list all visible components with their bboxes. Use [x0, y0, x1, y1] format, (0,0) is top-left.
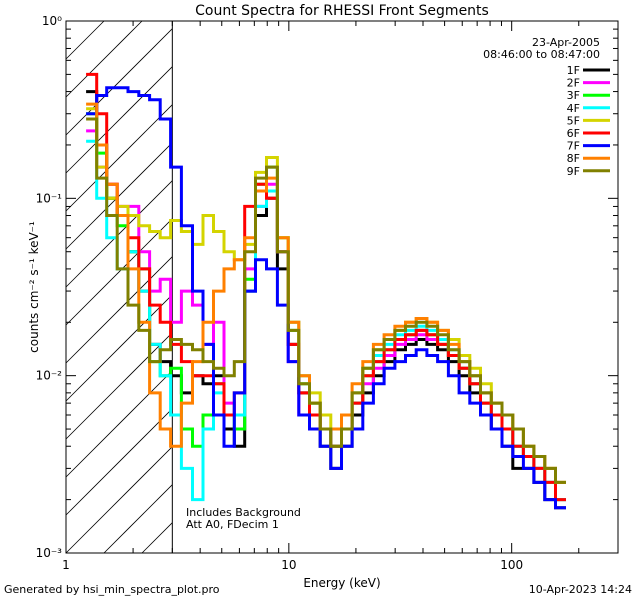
- legend-label-3F: 3F: [567, 89, 580, 102]
- y-axis-label: counts cm⁻² s⁻¹ keV⁻¹: [27, 221, 41, 353]
- hatch-line: [65, 256, 173, 364]
- hatch-line: [65, 142, 173, 250]
- y-tick-label: 10⁰: [42, 14, 62, 28]
- series-layer: [86, 72, 566, 510]
- x-tick-label: 10: [281, 558, 296, 572]
- y-tick-label: 10⁻²: [36, 369, 63, 383]
- hatch-line: [65, 332, 173, 440]
- hatch-line: [65, 180, 173, 288]
- annotation-background: Includes Background: [186, 506, 301, 519]
- legend-label-7F: 7F: [567, 140, 580, 153]
- hatch-line: [65, 28, 173, 136]
- hatch-line: [65, 294, 173, 402]
- legend-label-8F: 8F: [567, 152, 580, 165]
- chart-title: Count Spectra for RHESSI Front Segments: [195, 3, 489, 19]
- series-3F-line: [86, 112, 566, 502]
- plot-frame: [65, 20, 619, 554]
- footer-generated-by: Generated by hsi_min_spectra_plot.pro: [4, 583, 220, 596]
- series-6F-line: [86, 72, 566, 502]
- hatch-line: [65, 446, 173, 554]
- legend-label-4F: 4F: [567, 102, 580, 115]
- axis-layer: 1 10 100 10⁻³ 10⁻² 10⁻¹ 10⁰: [36, 14, 619, 572]
- legend-label-6F: 6F: [567, 127, 580, 140]
- legend-label-5F: 5F: [567, 114, 580, 127]
- y-tick-label: 10⁻¹: [36, 191, 63, 205]
- series-5F-line: [86, 107, 566, 484]
- hatched-region: [65, 20, 173, 554]
- x-tick-label: 1: [62, 558, 70, 572]
- hatch-line: [103, 484, 173, 554]
- hatch-line: [65, 370, 173, 478]
- y-tick-label: 10⁻³: [36, 546, 63, 560]
- series-8F-line: [86, 102, 566, 484]
- x-tick-label: 100: [500, 558, 523, 572]
- annotation-attenuator: Att A0, FDecim 1: [186, 518, 279, 531]
- legend-time-range: 08:46:00 to 08:47:00: [483, 48, 600, 61]
- x-axis-label: Energy (keV): [303, 576, 380, 590]
- legend-label-2F: 2F: [567, 77, 580, 90]
- hatch-line: [65, 20, 143, 98]
- series-9F-line: [86, 117, 566, 484]
- legend-date: 23-Apr-2005: [532, 36, 600, 49]
- hatch-line: [141, 522, 173, 554]
- hatch-line: [65, 408, 173, 516]
- hatch-line: [65, 66, 173, 174]
- series-2F-line: [86, 129, 566, 502]
- hatch-line: [65, 104, 173, 212]
- legend-label-1F: 1F: [567, 64, 580, 77]
- footer-timestamp: 10-Apr-2023 14:24: [528, 583, 632, 596]
- legend-label-9F: 9F: [567, 165, 580, 178]
- hatch-line: [65, 218, 173, 326]
- series-7F-line: [86, 86, 566, 510]
- legend: 23-Apr-2005 08:46:00 to 08:47:00 1F2F3F4…: [483, 36, 610, 178]
- hatch-line: [65, 20, 105, 60]
